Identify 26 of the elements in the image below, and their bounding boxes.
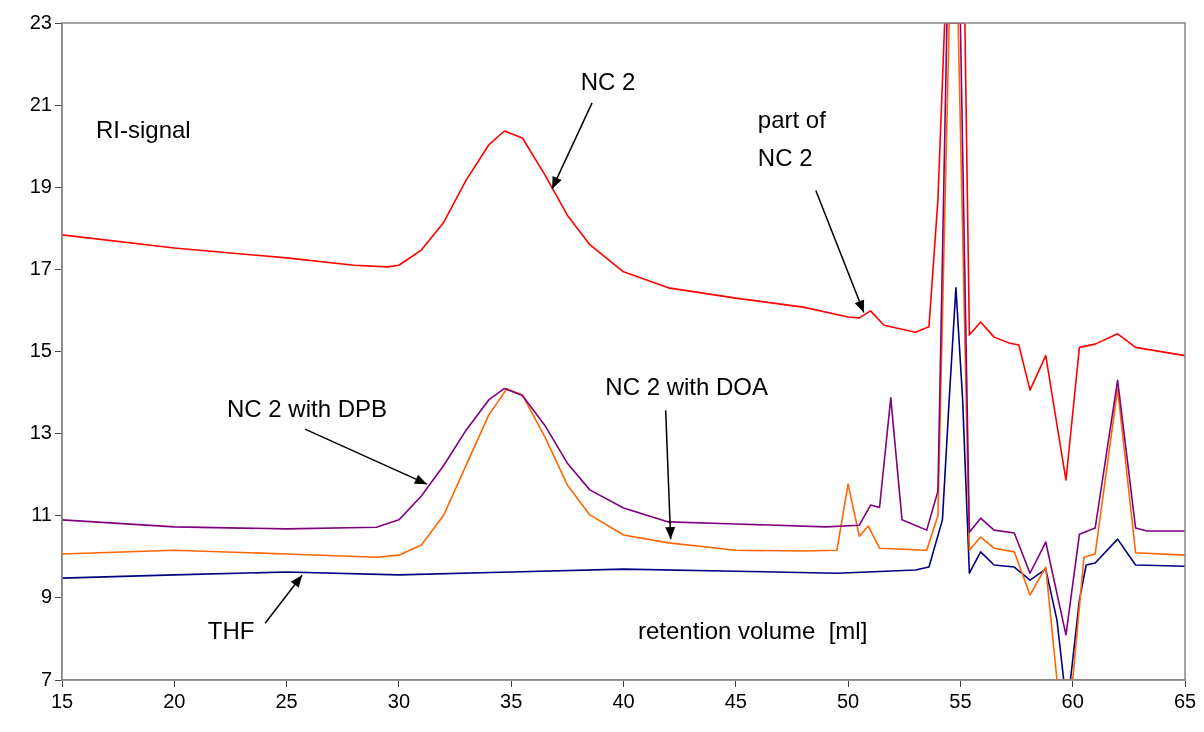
y-tick-label: 7: [40, 667, 52, 690]
y-tick-label: 15: [29, 339, 52, 362]
x-tick-label: 20: [163, 689, 186, 712]
x-tick-label: 25: [275, 689, 298, 712]
y-tick-label: 17: [29, 256, 52, 279]
y-tick-label: 19: [29, 174, 52, 197]
y-tick-label: 11: [31, 503, 52, 526]
annotation: NC 2 with DPB: [226, 394, 387, 422]
x-tick-label: 50: [836, 689, 860, 712]
annotation: THF: [207, 616, 255, 644]
x-tick-label: 45: [724, 689, 747, 712]
annotation: part of NC 2: [757, 106, 827, 172]
y-tick-label: 23: [29, 10, 52, 33]
y-tick-label: 13: [29, 421, 52, 444]
x-axis-title: retention volume [ml]: [637, 616, 868, 644]
x-tick-label: 30: [387, 689, 411, 712]
y-tick-label: 21: [29, 92, 52, 115]
y-tick-label: 9: [40, 585, 52, 608]
annotation: RI-signal: [96, 115, 191, 143]
x-tick-label: 55: [949, 689, 972, 712]
annotation: NC 2 with DOA: [605, 372, 769, 400]
x-tick-label: 35: [500, 689, 523, 712]
x-tick-label: 40: [612, 689, 635, 712]
x-tick-label: 60: [1061, 689, 1084, 712]
x-tick-label: 65: [1173, 689, 1197, 712]
annotation: NC 2: [580, 67, 636, 95]
